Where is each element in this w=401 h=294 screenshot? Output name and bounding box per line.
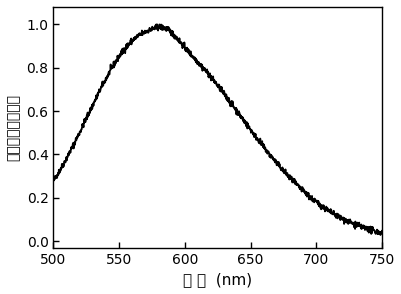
- Y-axis label: 归一化的荧光强度: 归一化的荧光强度: [7, 94, 21, 161]
- X-axis label: 波 长  (nm): 波 长 (nm): [182, 272, 251, 287]
